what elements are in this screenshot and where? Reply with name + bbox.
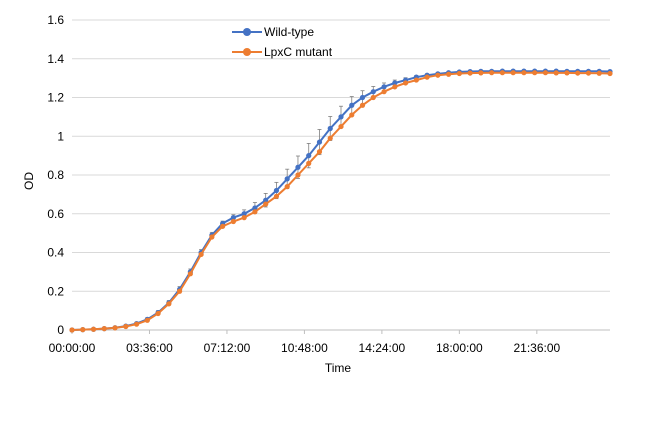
data-point-lpxc-mutant xyxy=(564,70,570,76)
legend-label-lpxc-mutant: LpxC mutant xyxy=(264,45,333,59)
data-point-lpxc-mutant xyxy=(230,218,236,225)
data-point-lpxc-mutant xyxy=(402,80,409,86)
data-point-lpxc-mutant xyxy=(510,70,516,76)
data-point-wild-type xyxy=(392,80,398,86)
data-point-lpxc-mutant xyxy=(456,70,462,77)
data-point-lpxc-mutant xyxy=(284,184,290,190)
data-point-lpxc-mutant xyxy=(80,327,86,333)
data-point-lpxc-mutant xyxy=(607,70,613,77)
legend-item-wild-type: Wild-type xyxy=(232,22,332,42)
data-point-wild-type xyxy=(327,125,333,132)
data-point-lpxc-mutant xyxy=(220,223,226,229)
x-tick-label: 21:36:00 xyxy=(513,341,560,355)
legend: Wild-type LpxC mutant xyxy=(232,22,332,62)
data-point-lpxc-mutant xyxy=(349,112,355,118)
y-tick-label: 0.6 xyxy=(47,207,64,221)
data-point-lpxc-mutant xyxy=(316,149,323,155)
data-point-lpxc-mutant xyxy=(359,102,366,108)
data-point-lpxc-mutant xyxy=(177,288,183,294)
data-point-wild-type xyxy=(252,205,258,211)
data-point-wild-type xyxy=(338,114,344,120)
x-tick-label: 18:00:00 xyxy=(436,341,483,355)
y-tick-label: 0.8 xyxy=(47,168,64,182)
y-axis-label: OD xyxy=(22,172,36,190)
data-point-lpxc-mutant xyxy=(306,160,312,166)
data-point-lpxc-mutant xyxy=(542,70,549,76)
data-point-lpxc-mutant xyxy=(327,135,333,141)
data-point-lpxc-mutant xyxy=(273,193,280,199)
data-point-lpxc-mutant xyxy=(133,321,140,327)
data-point-lpxc-mutant xyxy=(166,301,172,307)
data-point-lpxc-mutant xyxy=(381,89,387,95)
data-point-lpxc-mutant xyxy=(489,70,495,76)
data-point-wild-type xyxy=(230,215,236,221)
data-point-lpxc-mutant xyxy=(435,72,441,78)
data-point-lpxc-mutant xyxy=(187,271,193,277)
x-tick-label: 00:00:00 xyxy=(49,341,96,355)
data-point-lpxc-mutant xyxy=(252,209,258,215)
x-tick-label: 07:12:00 xyxy=(204,341,251,355)
data-point-wild-type xyxy=(295,164,301,170)
data-point-lpxc-mutant xyxy=(123,323,129,330)
data-point-lpxc-mutant xyxy=(575,70,581,76)
y-tick-label: 0.2 xyxy=(47,284,64,298)
data-point-lpxc-mutant xyxy=(69,327,75,333)
data-point-wild-type xyxy=(359,94,366,101)
data-point-lpxc-mutant xyxy=(553,70,559,76)
y-tick-label: 1.4 xyxy=(47,52,64,66)
data-point-lpxc-mutant xyxy=(585,70,592,76)
data-point-lpxc-mutant xyxy=(499,70,505,76)
y-tick-label: 1.6 xyxy=(47,13,64,27)
x-tick-labels: 00:00:00 03:36:00 07:12:00 10:48:00 14:24:00… xyxy=(49,341,561,355)
data-point-lpxc-mutant xyxy=(424,74,430,80)
data-point-lpxc-mutant xyxy=(467,70,473,76)
data-point-lpxc-mutant xyxy=(144,317,150,323)
data-point-lpxc-mutant xyxy=(532,70,538,76)
x-tick-label: 14:24:00 xyxy=(359,341,406,355)
data-point-wild-type xyxy=(263,197,269,203)
legend-item-lpxc-mutant: LpxC mutant xyxy=(232,42,332,62)
data-point-lpxc-mutant xyxy=(392,84,398,90)
y-tick-label: 0 xyxy=(57,323,64,337)
legend-swatch-wild-type xyxy=(232,26,262,38)
data-point-wild-type xyxy=(284,176,290,182)
data-point-lpxc-mutant xyxy=(263,201,269,207)
data-point-lpxc-mutant xyxy=(198,251,204,258)
data-point-lpxc-mutant xyxy=(112,325,118,331)
data-point-lpxc-mutant xyxy=(90,326,97,332)
legend-label-wild-type: Wild-type xyxy=(264,25,315,39)
data-point-wild-type xyxy=(273,187,280,194)
data-point-wild-type xyxy=(306,153,312,159)
data-point-wild-type xyxy=(349,102,355,108)
x-tick-label: 03:36:00 xyxy=(126,341,173,355)
y-tick-label: 1.2 xyxy=(47,91,64,105)
data-point-lpxc-mutant xyxy=(478,70,484,76)
series-lines xyxy=(69,68,613,333)
data-point-lpxc-mutant xyxy=(295,172,301,178)
data-point-wild-type xyxy=(370,89,376,95)
x-axis-label: Time xyxy=(325,361,352,375)
x-tick-label: 10:48:00 xyxy=(281,341,328,355)
data-point-lpxc-mutant xyxy=(413,77,419,83)
data-point-lpxc-mutant xyxy=(370,94,376,101)
data-point-lpxc-mutant xyxy=(155,310,161,317)
y-tick-label: 1 xyxy=(57,129,64,143)
data-point-lpxc-mutant xyxy=(209,234,215,240)
data-point-wild-type xyxy=(316,139,323,145)
y-tick-labels: 0 0.2 0.4 0.6 0.8 1 1.2 1.4 1.6 xyxy=(47,13,64,337)
data-point-wild-type xyxy=(241,211,247,217)
data-point-wild-type xyxy=(381,84,387,90)
y-tick-label: 0.4 xyxy=(47,246,64,260)
data-point-lpxc-mutant xyxy=(521,70,527,76)
data-point-lpxc-mutant xyxy=(596,70,602,76)
data-point-lpxc-mutant xyxy=(241,215,247,221)
legend-swatch-lpxc-mutant xyxy=(232,46,262,58)
data-point-lpxc-mutant xyxy=(338,123,344,130)
gridlines xyxy=(71,19,610,334)
data-point-lpxc-mutant xyxy=(101,326,107,332)
data-point-lpxc-mutant xyxy=(446,71,452,77)
